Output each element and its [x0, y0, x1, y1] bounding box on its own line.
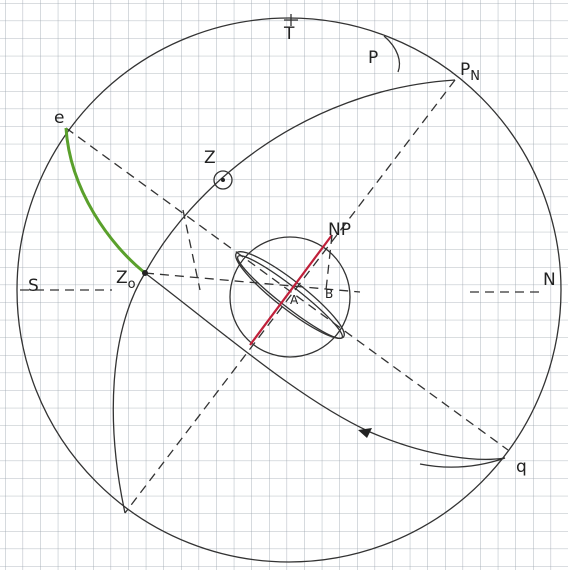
label: S	[28, 276, 39, 296]
label-text: A	[290, 293, 299, 307]
label-text: B	[325, 287, 333, 301]
diagram: TPPNeZZoNPABSNq	[0, 0, 568, 570]
label: Z	[204, 148, 216, 168]
label: P	[368, 48, 378, 68]
label-text: T	[283, 24, 295, 44]
label: A	[290, 293, 299, 307]
label-text: e	[54, 108, 64, 128]
label-subscript: N	[470, 69, 480, 84]
label-text: N	[543, 270, 556, 290]
zo-point	[142, 270, 148, 276]
label: T	[283, 24, 295, 44]
label: B	[325, 287, 333, 301]
label: NP	[328, 220, 351, 240]
label-text: Z	[116, 268, 128, 288]
label-text: q	[516, 457, 527, 477]
label-text: P	[460, 60, 470, 80]
label: e	[54, 108, 64, 128]
zenith-dot	[221, 178, 225, 182]
label-text: P	[368, 48, 378, 68]
label-text: S	[28, 276, 39, 296]
label-text: Z	[204, 148, 216, 168]
label-subscript: o	[128, 277, 136, 292]
label: N	[543, 270, 556, 290]
label-text: NP	[328, 220, 351, 240]
label: q	[516, 457, 527, 477]
